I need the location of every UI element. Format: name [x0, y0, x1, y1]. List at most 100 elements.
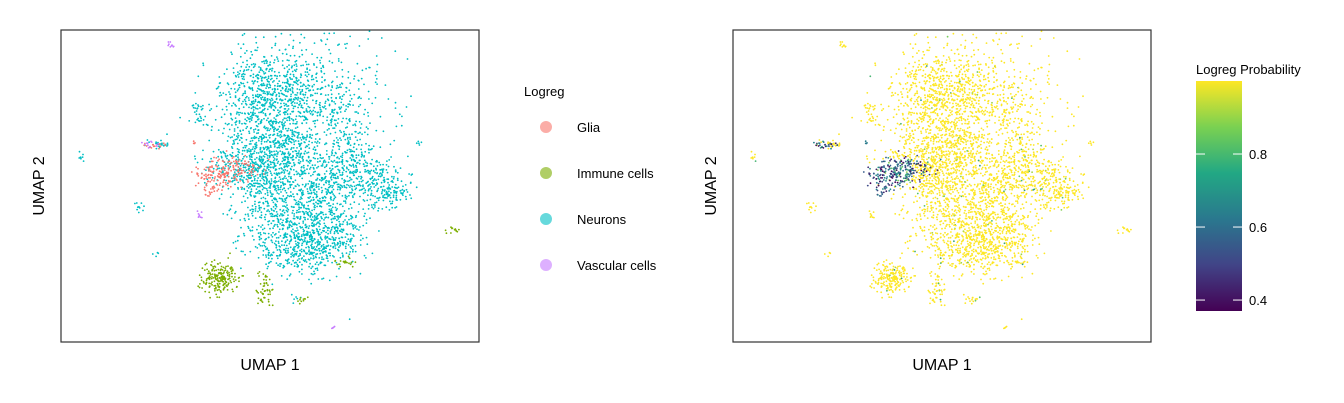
cell-point — [236, 142, 239, 145]
cell-point — [294, 118, 297, 121]
cell-point — [202, 64, 205, 67]
cell-point — [324, 181, 327, 184]
cell-point — [409, 181, 412, 184]
cell-point — [1007, 87, 1010, 90]
cell-point — [319, 157, 322, 159]
cell-point — [260, 197, 263, 200]
cell-point — [308, 127, 311, 130]
cell-point — [358, 45, 361, 47]
cell-point — [254, 49, 257, 52]
cell-point — [252, 76, 255, 79]
cell-point — [355, 156, 358, 159]
cell-point — [1048, 83, 1050, 85]
cell-point — [349, 246, 352, 248]
cell-point — [898, 68, 900, 71]
cell-point — [275, 243, 277, 246]
cell-point — [248, 65, 251, 68]
cell-point — [245, 49, 248, 52]
cell-point — [298, 156, 301, 159]
cell-point — [269, 213, 272, 215]
cell-point — [262, 173, 265, 175]
cell-point — [276, 132, 279, 135]
cell-point — [405, 198, 408, 201]
cell-point — [303, 102, 306, 105]
cell-point — [366, 162, 369, 165]
cell-point — [1000, 85, 1002, 87]
cell-point — [247, 183, 250, 186]
cell-point — [371, 158, 373, 161]
cell-point — [967, 122, 970, 125]
cell-point — [349, 157, 352, 159]
cell-point — [324, 105, 326, 107]
cell-point — [325, 134, 328, 136]
cell-point — [263, 117, 265, 120]
cell-point — [194, 92, 197, 94]
cell-point — [353, 224, 355, 227]
cell-point — [238, 84, 240, 87]
cell-point — [382, 195, 384, 197]
cell-point — [275, 77, 278, 80]
cell-point — [360, 189, 363, 191]
cell-point — [355, 148, 358, 151]
cell-point — [325, 254, 328, 257]
cell-point — [337, 249, 340, 252]
cell-point — [306, 96, 309, 99]
cell-point — [382, 199, 385, 202]
cell-point — [271, 254, 274, 256]
cell-point — [232, 139, 235, 142]
cell-point — [296, 173, 298, 176]
cell-point — [349, 35, 351, 38]
cell-point — [197, 175, 200, 177]
cell-point — [331, 149, 334, 152]
cell-point — [978, 75, 980, 78]
cell-point — [334, 174, 337, 177]
cell-point — [275, 180, 278, 183]
cell-point — [269, 98, 271, 101]
cell-point — [322, 243, 325, 246]
cell-point — [282, 182, 284, 185]
cell-point — [300, 189, 302, 191]
cell-point — [315, 76, 317, 79]
cell-point — [209, 166, 212, 168]
cell-point — [251, 148, 254, 151]
cell-point — [202, 124, 205, 126]
cell-point — [338, 224, 341, 227]
cell-point — [306, 99, 308, 102]
cell-point — [290, 141, 293, 144]
cell-point — [285, 142, 288, 145]
cell-point — [352, 235, 355, 238]
cell-point — [345, 47, 347, 49]
cell-point — [918, 185, 920, 188]
cell-point — [927, 141, 930, 144]
cell-point — [987, 133, 989, 136]
cell-point — [291, 65, 293, 68]
cell-point — [222, 181, 225, 184]
cell-point — [263, 296, 265, 299]
cell-point — [392, 177, 395, 180]
cell-point — [263, 107, 266, 110]
cell-point — [280, 135, 283, 138]
cell-point — [287, 127, 290, 130]
cell-point — [234, 240, 237, 243]
cell-point — [335, 141, 338, 144]
cell-point — [319, 88, 322, 91]
cell-point — [336, 122, 339, 124]
cell-point — [288, 171, 291, 174]
cell-point — [367, 148, 370, 151]
cell-point — [261, 177, 263, 180]
cell-point — [385, 190, 388, 193]
cell-point — [1021, 35, 1023, 38]
cell-point — [355, 184, 358, 187]
cell-point — [278, 214, 281, 217]
cell-point — [325, 150, 328, 152]
cell-point — [394, 183, 397, 186]
cell-point — [338, 108, 341, 110]
cell-point — [335, 165, 338, 168]
cell-point — [295, 224, 298, 226]
cell-point — [975, 166, 977, 169]
cell-point — [219, 182, 222, 185]
cell-point — [194, 158, 197, 160]
cell-point — [219, 280, 221, 282]
cell-point — [295, 170, 298, 173]
cell-point — [247, 181, 249, 183]
